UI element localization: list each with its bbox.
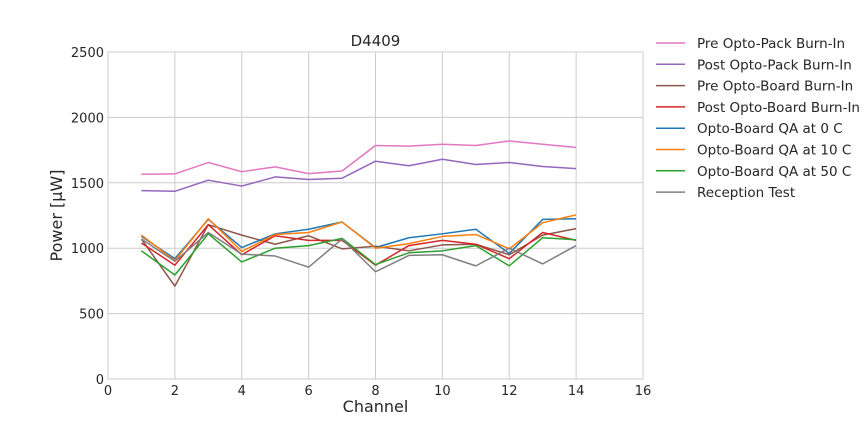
x-tick-labels: 0 2 4 6 8 10 12 14 16 bbox=[104, 384, 651, 399]
x-tick-label: 6 bbox=[304, 384, 312, 399]
series-line-6 bbox=[140, 214, 577, 262]
x-tick-label: 12 bbox=[501, 384, 518, 399]
legend-label: Reception Test bbox=[697, 185, 795, 201]
legend-label: Post Opto-Pack Burn-In bbox=[697, 57, 852, 73]
chart-title: D4409 bbox=[351, 32, 401, 50]
legend-label: Pre Opto-Board Burn-In bbox=[697, 79, 853, 95]
x-tick-label: 14 bbox=[568, 384, 585, 399]
plot-frame bbox=[107, 51, 644, 380]
grid bbox=[107, 51, 644, 380]
x-axis-title: Channel bbox=[343, 397, 409, 416]
y-axis-title: Power [μW] bbox=[47, 170, 66, 262]
legend-label: Pre Opto-Pack Burn-In bbox=[697, 36, 845, 52]
x-tick-label: 2 bbox=[171, 384, 179, 399]
y-tick-label: 1500 bbox=[71, 177, 104, 192]
series-line-3 bbox=[140, 223, 577, 287]
series-line-7 bbox=[140, 233, 577, 276]
series-lines bbox=[140, 140, 577, 287]
y-tick-label: 2500 bbox=[71, 46, 104, 61]
series-line-8 bbox=[141, 231, 577, 273]
legend-label: Post Opto-Board Burn-In bbox=[697, 100, 860, 116]
x-tick-label: 4 bbox=[238, 384, 246, 399]
series-line-1 bbox=[141, 140, 577, 176]
y-tick-label: 0 bbox=[96, 373, 104, 388]
y-tick-label: 2000 bbox=[71, 111, 104, 126]
legend-label: Opto-Board QA at 50 C bbox=[697, 164, 851, 180]
y-tick-labels: 0 500 1000 1500 2000 2500 bbox=[71, 46, 104, 388]
y-tick-label: 1000 bbox=[71, 242, 104, 257]
x-tick-label: 8 bbox=[371, 384, 379, 399]
legend-label: Opto-Board QA at 10 C bbox=[697, 143, 851, 159]
x-tick-label: 10 bbox=[434, 384, 451, 399]
x-tick-label: 0 bbox=[104, 384, 112, 399]
series-line-2 bbox=[141, 158, 577, 193]
legend-label: Opto-Board QA at 0 C bbox=[697, 121, 843, 137]
x-tick-label: 16 bbox=[635, 384, 652, 399]
series-line-4 bbox=[141, 223, 577, 266]
legend: Pre Opto-Pack Burn-In Post Opto-Pack Burn… bbox=[656, 36, 860, 201]
y-tick-label: 500 bbox=[79, 308, 104, 323]
